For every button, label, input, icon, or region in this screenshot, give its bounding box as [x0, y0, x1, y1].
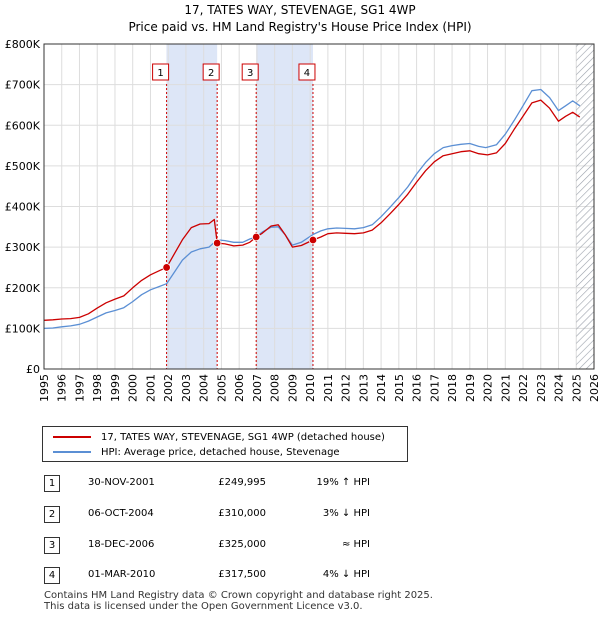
transaction-number: 2	[44, 506, 60, 523]
x-tick-label: 2018	[446, 374, 459, 402]
sale-markers	[162, 232, 318, 272]
x-tick-label: 2006	[233, 374, 246, 402]
x-tick-label: 2013	[357, 374, 370, 402]
x-tick-label: 2004	[198, 374, 211, 402]
x-tick-label: 1998	[91, 374, 104, 402]
sale-marker-point	[162, 263, 171, 272]
transaction-row: 2 06-OCT-2004 £310,000 3% ↓ HPI	[44, 506, 384, 524]
transaction-price: £325,000	[218, 539, 266, 550]
transaction-date: 18-DEC-2006	[88, 539, 155, 550]
chart-title-line-1: 17, TATES WAY, STEVENAGE, SG1 4WP	[184, 3, 416, 17]
series-lines	[43, 88, 581, 330]
legend-item-hpi: HPI: Average price, detached house, Stev…	[53, 445, 340, 459]
grid	[43, 43, 595, 370]
transaction-row: 3 18-DEC-2006 £325,000 ≈ HPI	[44, 537, 384, 555]
y-tick-label: £500K	[5, 160, 41, 173]
marker-label-box	[241, 63, 259, 81]
price-chart: £0 £100K £200K £300K £400K £500K £600K £700K £80…	[5, 38, 600, 402]
transaction-number: 3	[44, 537, 60, 554]
sale-marker-point	[212, 238, 222, 248]
transaction-row: 1 30-NOV-2001 £249,995 19% ↑ HPI	[44, 475, 384, 493]
transaction-date: 06-OCT-2004	[88, 508, 154, 519]
transaction-number: 1	[44, 475, 60, 492]
property-price-line	[43, 99, 581, 321]
transaction-price: £249,995	[218, 477, 266, 488]
forecast-region	[576, 44, 594, 369]
x-tick-label: 2007	[251, 374, 264, 402]
axes: £0 £100K £200K £300K £400K £500K £600K £700K £80…	[5, 38, 600, 402]
plot-frame	[43, 43, 595, 370]
marker-label-number: 4	[304, 68, 310, 79]
x-tick-label: 2025	[570, 374, 583, 402]
transaction-date: 01-MAR-2010	[88, 569, 156, 580]
marker-label-box	[202, 63, 220, 81]
x-tick-label: 2022	[517, 374, 530, 402]
forecast-hatch	[576, 44, 594, 369]
transaction-hpi-diff: 3% ↓ HPI	[322, 508, 370, 519]
legend-label-property: 17, TATES WAY, STEVENAGE, SG1 4WP (detac…	[101, 431, 385, 443]
y-tick-label: £0	[26, 363, 40, 376]
x-tick-label: 2010	[304, 374, 317, 402]
marker-label-box	[152, 63, 170, 81]
x-tick-label: 1999	[109, 374, 122, 402]
x-tick-label: 2023	[535, 374, 548, 402]
y-tick-label: £400K	[5, 201, 41, 214]
transaction-date: 30-NOV-2001	[88, 477, 155, 488]
x-tick-label: 2017	[428, 374, 441, 402]
x-tick-label: 2019	[464, 374, 477, 402]
y-tick-label: £200K	[5, 282, 41, 295]
x-tick-label: 2016	[411, 374, 424, 402]
footer-copyright: Contains HM Land Registry data © Crown c…	[44, 590, 433, 601]
transaction-hpi-diff: 19% ↑ HPI	[316, 477, 370, 488]
legend-swatch-hpi	[53, 451, 91, 453]
transaction-hpi-diff: 4% ↓ HPI	[322, 569, 370, 580]
sale-date-lines	[166, 84, 314, 369]
hpi-line	[43, 88, 581, 330]
x-tick-label: 2020	[482, 374, 495, 402]
footer-licence: This data is licensed under the Open Gov…	[44, 601, 363, 612]
x-tick-label: 2002	[162, 374, 175, 402]
x-tick-label: 1995	[38, 374, 51, 402]
legend-swatch-property	[53, 436, 91, 438]
x-tick-label: 2026	[588, 374, 600, 402]
x-tick-label: 2000	[127, 374, 140, 402]
y-tick-label: £100K	[5, 322, 41, 335]
y-tick-label: £700K	[5, 79, 41, 92]
x-tick-label: 2005	[215, 374, 228, 402]
sale-marker-point	[251, 232, 261, 242]
marker-label-number: 1	[157, 68, 163, 79]
x-tick-label: 2011	[322, 374, 335, 402]
y-tick-label: £300K	[5, 241, 41, 254]
y-tick-label: £600K	[5, 119, 41, 132]
legend-label-hpi: HPI: Average price, detached house, Stev…	[101, 446, 340, 458]
x-tick-label: 2024	[553, 374, 566, 402]
x-tick-label: 2015	[393, 374, 406, 402]
transaction-price: £310,000	[218, 508, 266, 519]
x-tick-label: 2008	[269, 374, 282, 402]
x-tick-label: 2012	[340, 374, 353, 402]
x-tick-label: 2001	[144, 374, 157, 402]
marker-labels: 1 2 3 4	[152, 63, 316, 81]
sale-marker-point	[308, 235, 318, 245]
x-tick-label: 2014	[375, 374, 388, 402]
marker-label-box	[298, 63, 316, 81]
x-tick-label: 2009	[286, 374, 299, 402]
marker-label-number: 3	[247, 68, 253, 79]
legend-item-property: 17, TATES WAY, STEVENAGE, SG1 4WP (detac…	[53, 430, 385, 444]
y-tick-label: £800K	[5, 38, 41, 51]
x-tick-label: 2003	[180, 374, 193, 402]
transaction-price: £317,500	[218, 569, 266, 580]
chart-title-line-2: Price paid vs. HM Land Registry's House …	[128, 20, 472, 34]
transaction-row: 4 01-MAR-2010 £317,500 4% ↓ HPI	[44, 567, 384, 585]
x-tick-label: 2021	[499, 374, 512, 402]
x-tick-label: 1996	[56, 374, 69, 402]
x-tick-label: 1997	[73, 374, 86, 402]
marker-label-number: 2	[208, 68, 214, 79]
transaction-hpi-diff: ≈ HPI	[341, 539, 370, 550]
transaction-number: 4	[44, 567, 60, 584]
legend: 17, TATES WAY, STEVENAGE, SG1 4WP (detac…	[42, 426, 408, 462]
